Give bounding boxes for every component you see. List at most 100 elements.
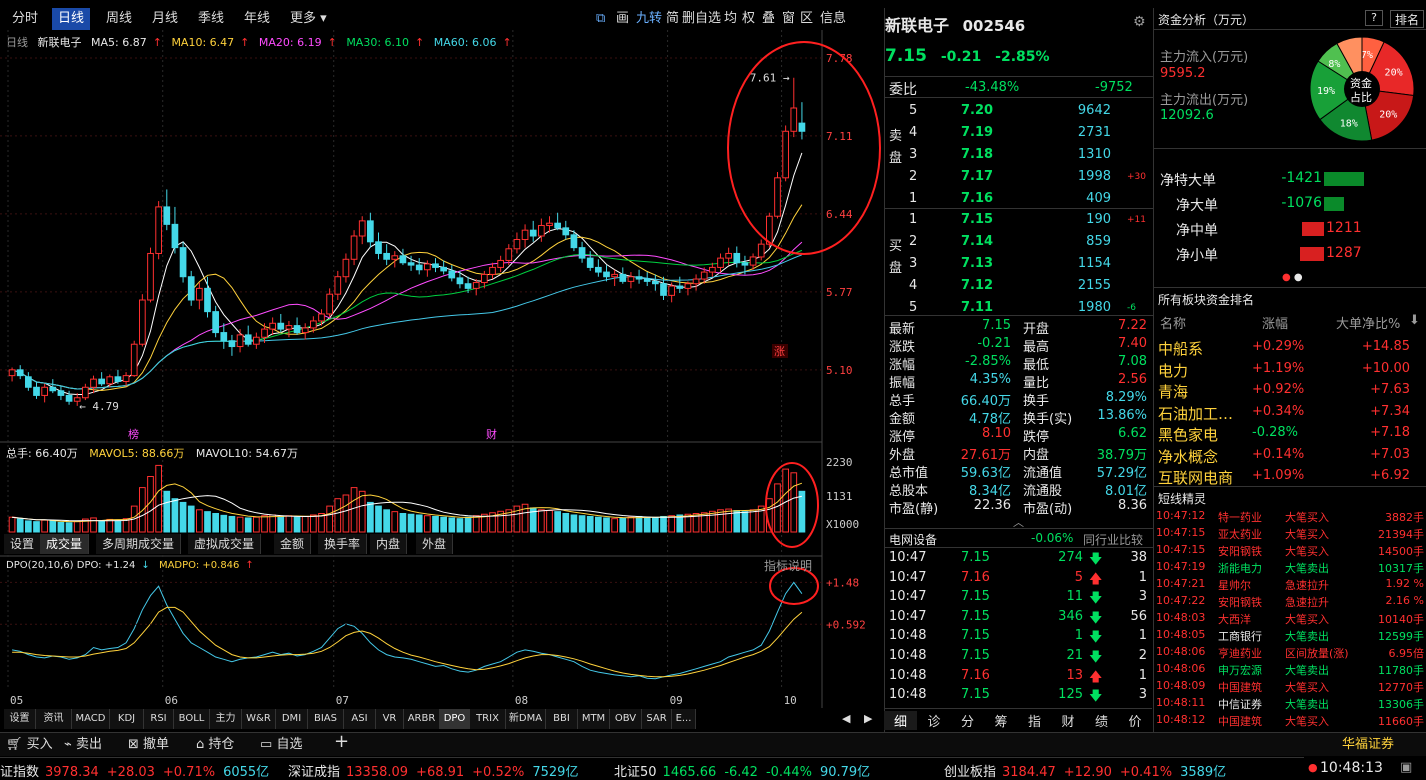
window-icon[interactable]: ▣: [1400, 760, 1413, 775]
detail-tab-2[interactable]: 分: [960, 715, 974, 730]
cancel-order-button[interactable]: ⊠ 撤单: [128, 737, 170, 752]
favorites-button[interactable]: ▭ 自选: [260, 737, 303, 752]
duanxian-row[interactable]: 10:47:15 安阳钢铁 大笔买入 14500手: [1154, 542, 1426, 559]
duanxian-row[interactable]: 10:48:06 亨迪药业 区间放量(涨) 6.95倍: [1154, 644, 1426, 661]
kline-chart[interactable]: 05 06 07 08 09 10 7.78 7.11 6.44 5.77 5.10 7.61 → ← …: [0, 0, 882, 710]
fund-rank-button[interactable]: 排名: [1390, 10, 1424, 28]
index-item[interactable]: 北证50 1465.66 -6.42 -0.44% 90.79亿: [614, 761, 870, 780]
duanxian-row[interactable]: 10:48:09 中国建筑 大笔买入 12770手: [1154, 678, 1426, 695]
period-tab-5[interactable]: 年线: [244, 11, 271, 26]
indicator-tab-12[interactable]: ARBR: [404, 709, 440, 729]
toolbar-item-9[interactable]: 信息: [820, 11, 847, 26]
toolbar-item-1[interactable]: 九转: [636, 11, 663, 26]
indicator-tab-2[interactable]: MACD: [72, 709, 110, 729]
fund-help-button[interactable]: ?: [1365, 10, 1383, 26]
duanxian-row[interactable]: 10:48:03 大西洋 大笔买入 10140手: [1154, 610, 1426, 627]
period-tab-1[interactable]: 日线: [52, 8, 91, 30]
volume-subtab-2[interactable]: 多周期成交量: [96, 534, 182, 554]
duanxian-row[interactable]: 10:47:22 安阳钢铁 急速拉升 2.16 %: [1154, 593, 1426, 610]
settings-gear-icon[interactable]: ⚙: [1133, 14, 1146, 30]
toolbar-item-4[interactable]: 均: [724, 11, 738, 26]
rank-row[interactable]: 黑色家电 -0.28% +7.18: [1154, 422, 1426, 444]
duanxian-row[interactable]: 10:47:12 特一药业 大笔买入 3882手: [1154, 508, 1426, 525]
sell-level-3[interactable]: 3 7.18 1310: [885, 144, 1153, 166]
detail-tab-7[interactable]: 价: [1128, 715, 1142, 730]
buy-level-4[interactable]: 4 7.12 2155: [885, 275, 1153, 297]
sell-level-4[interactable]: 4 7.19 2731: [885, 122, 1153, 144]
toolbar-item-5[interactable]: 权: [742, 11, 756, 26]
detail-tab-4[interactable]: 指: [1027, 715, 1041, 730]
rank-row[interactable]: 青海 +0.92% +7.63: [1154, 379, 1426, 401]
collapse-icon[interactable]: ︿: [1013, 516, 1024, 529]
indicator-tab-4[interactable]: RSI: [144, 709, 174, 729]
indicator-help-link[interactable]: 指标说明: [764, 559, 813, 573]
indicator-tab-17[interactable]: MTM: [578, 709, 610, 729]
sell-level-2[interactable]: 2 7.17 1998 +30: [885, 166, 1153, 188]
volume-subtab-5[interactable]: 换手率: [318, 534, 368, 554]
rank-col-pct[interactable]: 涨幅: [1262, 317, 1289, 332]
sort-down-icon[interactable]: ⬇: [1409, 313, 1420, 328]
period-tab-6[interactable]: 更多 ▾: [290, 11, 327, 26]
sell-level-5[interactable]: 5 7.20 9642: [885, 100, 1153, 122]
scroll-right-icon[interactable]: ▶: [864, 712, 873, 725]
indicator-tab-5[interactable]: BOLL: [174, 709, 210, 729]
buy-level-2[interactable]: 2 7.14 859: [885, 231, 1153, 253]
industry-compare-link[interactable]: 同行业比较: [1083, 533, 1144, 547]
indicator-tab-0[interactable]: 设置: [4, 709, 36, 729]
toolbar-item-3[interactable]: 删自选: [682, 11, 722, 26]
volume-subtab-1[interactable]: 成交量: [40, 534, 90, 554]
indicator-tab-20[interactable]: E...: [672, 709, 696, 729]
index-item[interactable]: 深证成指 13358.09 +68.91 +0.52% 7529亿: [288, 761, 578, 780]
period-tab-2[interactable]: 周线: [106, 11, 133, 26]
buy-level-1[interactable]: 1 7.15 190 +11: [885, 209, 1153, 231]
volume-subtab-3[interactable]: 虚拟成交量: [188, 534, 262, 554]
indicator-tab-7[interactable]: W&R: [242, 709, 276, 729]
rank-row[interactable]: 互联网电商 +1.09% +6.92: [1154, 465, 1426, 487]
rank-row[interactable]: 石油加工… +0.34% +7.34: [1154, 401, 1426, 423]
duanxian-row[interactable]: 10:47:15 亚太药业 大笔买入 21394手: [1154, 525, 1426, 542]
indicator-tab-3[interactable]: KDJ: [110, 709, 144, 729]
indicator-tab-15[interactable]: 新DMA: [506, 709, 546, 729]
add-button[interactable]: +: [334, 731, 350, 752]
indicator-tab-16[interactable]: BBI: [546, 709, 578, 729]
duanxian-row[interactable]: 10:48:06 申万宏源 大笔卖出 11780手: [1154, 661, 1426, 678]
rank-row[interactable]: 电力 +1.19% +10.00: [1154, 358, 1426, 380]
rank-col-ratio[interactable]: 大单净比%: [1336, 317, 1401, 332]
duanxian-row[interactable]: 10:48:11 中信证券 大笔卖出 13306手: [1154, 695, 1426, 712]
sell-button[interactable]: ⌁ 卖出: [64, 737, 102, 752]
period-tab-4[interactable]: 季线: [198, 11, 225, 26]
index-item[interactable]: 创业板指 3184.47 +12.90 +0.41% 3589亿: [944, 761, 1226, 780]
indicator-tab-11[interactable]: VR: [376, 709, 404, 729]
volume-subtab-0[interactable]: 设置: [4, 534, 42, 554]
detail-tab-5[interactable]: 财: [1061, 715, 1075, 730]
toolbar-item-0[interactable]: 画: [616, 11, 630, 26]
indicator-tab-8[interactable]: DMI: [276, 709, 308, 729]
period-tab-0[interactable]: 分时: [12, 11, 39, 26]
indicator-tab-9[interactable]: BIAS: [308, 709, 344, 729]
indicator-tab-13[interactable]: DPO: [440, 709, 470, 729]
detail-tab-3[interactable]: 筹: [994, 715, 1008, 730]
toolbar-item-6[interactable]: 叠: [762, 11, 776, 26]
period-tab-3[interactable]: 月线: [152, 11, 179, 26]
index-item[interactable]: 证指数 3978.34 +28.03 +0.71% 6055亿: [0, 761, 269, 780]
volume-subtab-7[interactable]: 外盘: [416, 534, 454, 554]
indicator-tab-10[interactable]: ASI: [344, 709, 376, 729]
buy-button[interactable]: 🛒︎ 买入: [6, 737, 53, 752]
rank-row[interactable]: 中船系 +0.29% +14.85: [1154, 336, 1426, 358]
indicator-tab-19[interactable]: SAR: [642, 709, 672, 729]
volume-subtab-6[interactable]: 内盘: [370, 534, 408, 554]
duanxian-row[interactable]: 10:48:12 中国建筑 大笔买入 11660手: [1154, 712, 1426, 729]
indicator-tab-1[interactable]: 资讯: [36, 709, 72, 729]
rank-row[interactable]: 净水概念 +0.14% +7.03: [1154, 444, 1426, 466]
rank-col-name[interactable]: 名称: [1160, 317, 1187, 332]
detail-tab-0[interactable]: 细: [884, 711, 917, 730]
volume-subtab-4[interactable]: 金额: [274, 534, 312, 554]
position-button[interactable]: ⌂ 持仓: [196, 737, 235, 752]
page-dots[interactable]: ● ●: [1282, 272, 1303, 283]
draw-tool-icon[interactable]: ⧉: [596, 11, 606, 26]
duanxian-row[interactable]: 10:48:05 工商银行 大笔卖出 12599手: [1154, 627, 1426, 644]
indicator-tab-18[interactable]: OBV: [610, 709, 642, 729]
sell-level-1[interactable]: 1 7.16 409: [885, 188, 1153, 210]
indicator-tab-6[interactable]: 主力: [210, 709, 242, 729]
toolbar-item-7[interactable]: 窗: [782, 11, 796, 26]
